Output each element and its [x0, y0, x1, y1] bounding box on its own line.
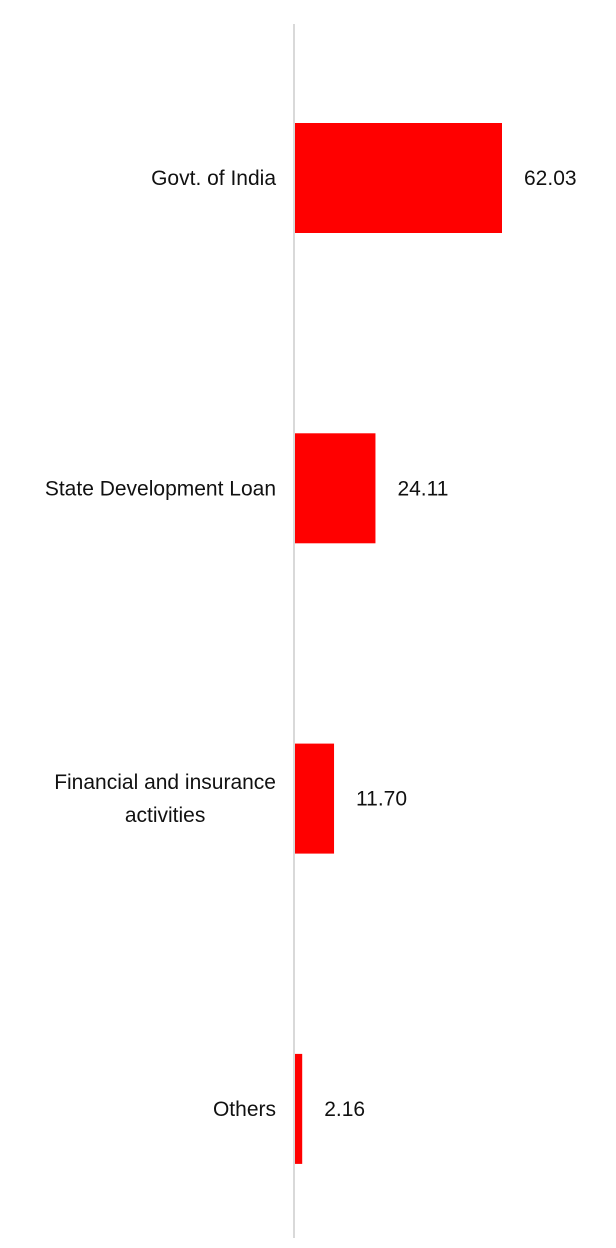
labels-layer: 62.03 Govt. of India 24.11 State Developmen… — [45, 167, 577, 1121]
bar-2 — [295, 433, 376, 544]
category-label-4: Others — [213, 1098, 276, 1121]
category-label-2: State Development Loan — [45, 477, 276, 500]
category-label-line: Govt. of India — [151, 167, 276, 190]
bar-3 — [295, 743, 335, 854]
category-label-line: Financial and insurance — [54, 771, 276, 794]
category-label-1: Govt. of India — [151, 167, 276, 190]
bar-4 — [295, 1053, 303, 1164]
value-label-3: 11.70 — [356, 788, 407, 811]
category-label-line: activities — [125, 804, 206, 827]
bar-1 — [295, 123, 502, 233]
value-label-4: 2.16 — [324, 1098, 365, 1121]
category-label-line: Others — [213, 1098, 276, 1121]
value-label-2: 24.11 — [397, 477, 448, 500]
category-label-line: State Development Loan — [45, 477, 276, 500]
category-label-3: Financial and insurance activities — [54, 771, 276, 827]
value-label-1: 62.03 — [524, 167, 577, 190]
bars-layer — [295, 123, 502, 1164]
